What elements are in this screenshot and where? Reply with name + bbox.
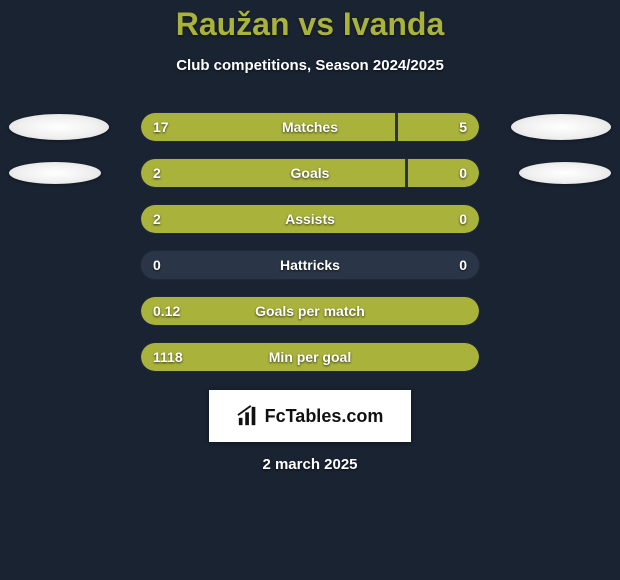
player-right-icon — [511, 114, 611, 140]
stat-bar: Goals20 — [140, 158, 480, 188]
stat-bar: Matches175 — [140, 112, 480, 142]
stat-row: Assists20 — [0, 204, 620, 234]
stat-bar-left — [141, 205, 479, 233]
stat-bar-left — [141, 343, 479, 371]
player-right-icon — [519, 162, 611, 184]
stats-list: Matches175 Goals20 Assists20 Hattricks0 0 Goa… — [0, 112, 620, 372]
stat-bar: Assists20 — [140, 204, 480, 234]
stat-row: Min per goal1118 — [0, 342, 620, 372]
stat-bar: Min per goal1118 — [140, 342, 480, 372]
stat-row: Hattricks0 0 — [0, 250, 620, 280]
stat-value-right: 0 — [459, 251, 467, 279]
stat-bar-left — [141, 297, 479, 325]
stat-row: Goals per match0.12 — [0, 296, 620, 326]
stat-bar-right — [398, 113, 479, 141]
stat-bar: Goals per match0.12 — [140, 296, 480, 326]
subtitle: Club competitions, Season 2024/2025 — [0, 57, 620, 74]
stat-bar-left — [141, 159, 405, 187]
stat-value-left: 0 — [153, 251, 161, 279]
comparison-card: Raužan vs Ivanda Club competitions, Seas… — [0, 0, 620, 473]
stat-bar-left — [141, 113, 395, 141]
branding-badge[interactable]: FcTables.com — [209, 390, 411, 442]
player-left-icon — [9, 162, 101, 184]
stat-bar: Hattricks0 0 — [140, 250, 480, 280]
bar-chart-icon — [237, 405, 259, 427]
stat-bar-right — [408, 159, 479, 187]
stat-row: Goals20 — [0, 158, 620, 188]
page-title: Raužan vs Ivanda — [0, 6, 620, 43]
player-left-icon — [9, 114, 109, 140]
footer-date: 2 march 2025 — [0, 456, 620, 473]
branding-text: FcTables.com — [265, 406, 384, 427]
stat-row: Matches175 — [0, 112, 620, 142]
stat-label: Hattricks — [141, 251, 479, 279]
